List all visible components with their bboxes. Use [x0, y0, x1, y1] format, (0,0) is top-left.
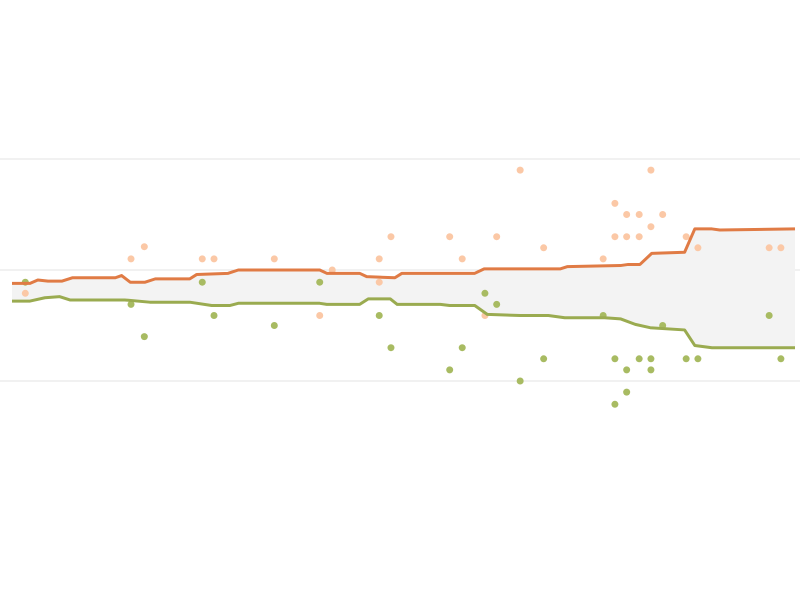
dot [387, 344, 395, 352]
dot [270, 322, 278, 329]
dot [777, 355, 785, 363]
dot [140, 333, 148, 341]
dot [458, 344, 466, 352]
dot [375, 312, 383, 320]
line [12, 295, 795, 350]
dot [316, 312, 324, 320]
dot [198, 278, 206, 286]
dot [446, 366, 454, 374]
dot [611, 199, 619, 207]
dot [493, 233, 501, 241]
dot [635, 233, 643, 241]
dot [635, 211, 643, 218]
dot [765, 312, 773, 320]
dot [777, 244, 785, 252]
dot [694, 244, 702, 252]
dot [659, 211, 667, 218]
dot [127, 300, 135, 308]
dot [375, 278, 383, 286]
dot [540, 355, 548, 363]
dot [516, 166, 524, 174]
dot [481, 289, 489, 297]
dot [682, 233, 690, 241]
dot [647, 355, 655, 363]
dot [210, 255, 218, 263]
dot [694, 355, 702, 363]
dot [623, 366, 631, 374]
dot [765, 244, 773, 252]
dot [647, 366, 655, 374]
dot [599, 255, 607, 263]
dot [127, 255, 135, 263]
dot [493, 300, 501, 308]
dot [611, 400, 619, 408]
dot [140, 243, 148, 251]
dot [682, 355, 690, 363]
dot [446, 233, 454, 241]
dot [540, 244, 548, 252]
dot [623, 233, 631, 241]
dot [647, 166, 655, 174]
dot [210, 312, 218, 320]
dot [270, 255, 278, 263]
dot [387, 233, 395, 241]
dot [198, 255, 206, 263]
line [12, 227, 796, 285]
dot [375, 255, 383, 263]
dot [623, 211, 631, 218]
dot [21, 289, 29, 297]
dot [328, 266, 336, 274]
dot [635, 355, 643, 363]
dot [611, 233, 619, 241]
dot [623, 388, 631, 396]
dot [458, 255, 466, 263]
dot [647, 223, 655, 231]
dot [316, 278, 324, 286]
dot [516, 377, 524, 385]
dot [611, 355, 619, 363]
band [12, 228, 795, 348]
